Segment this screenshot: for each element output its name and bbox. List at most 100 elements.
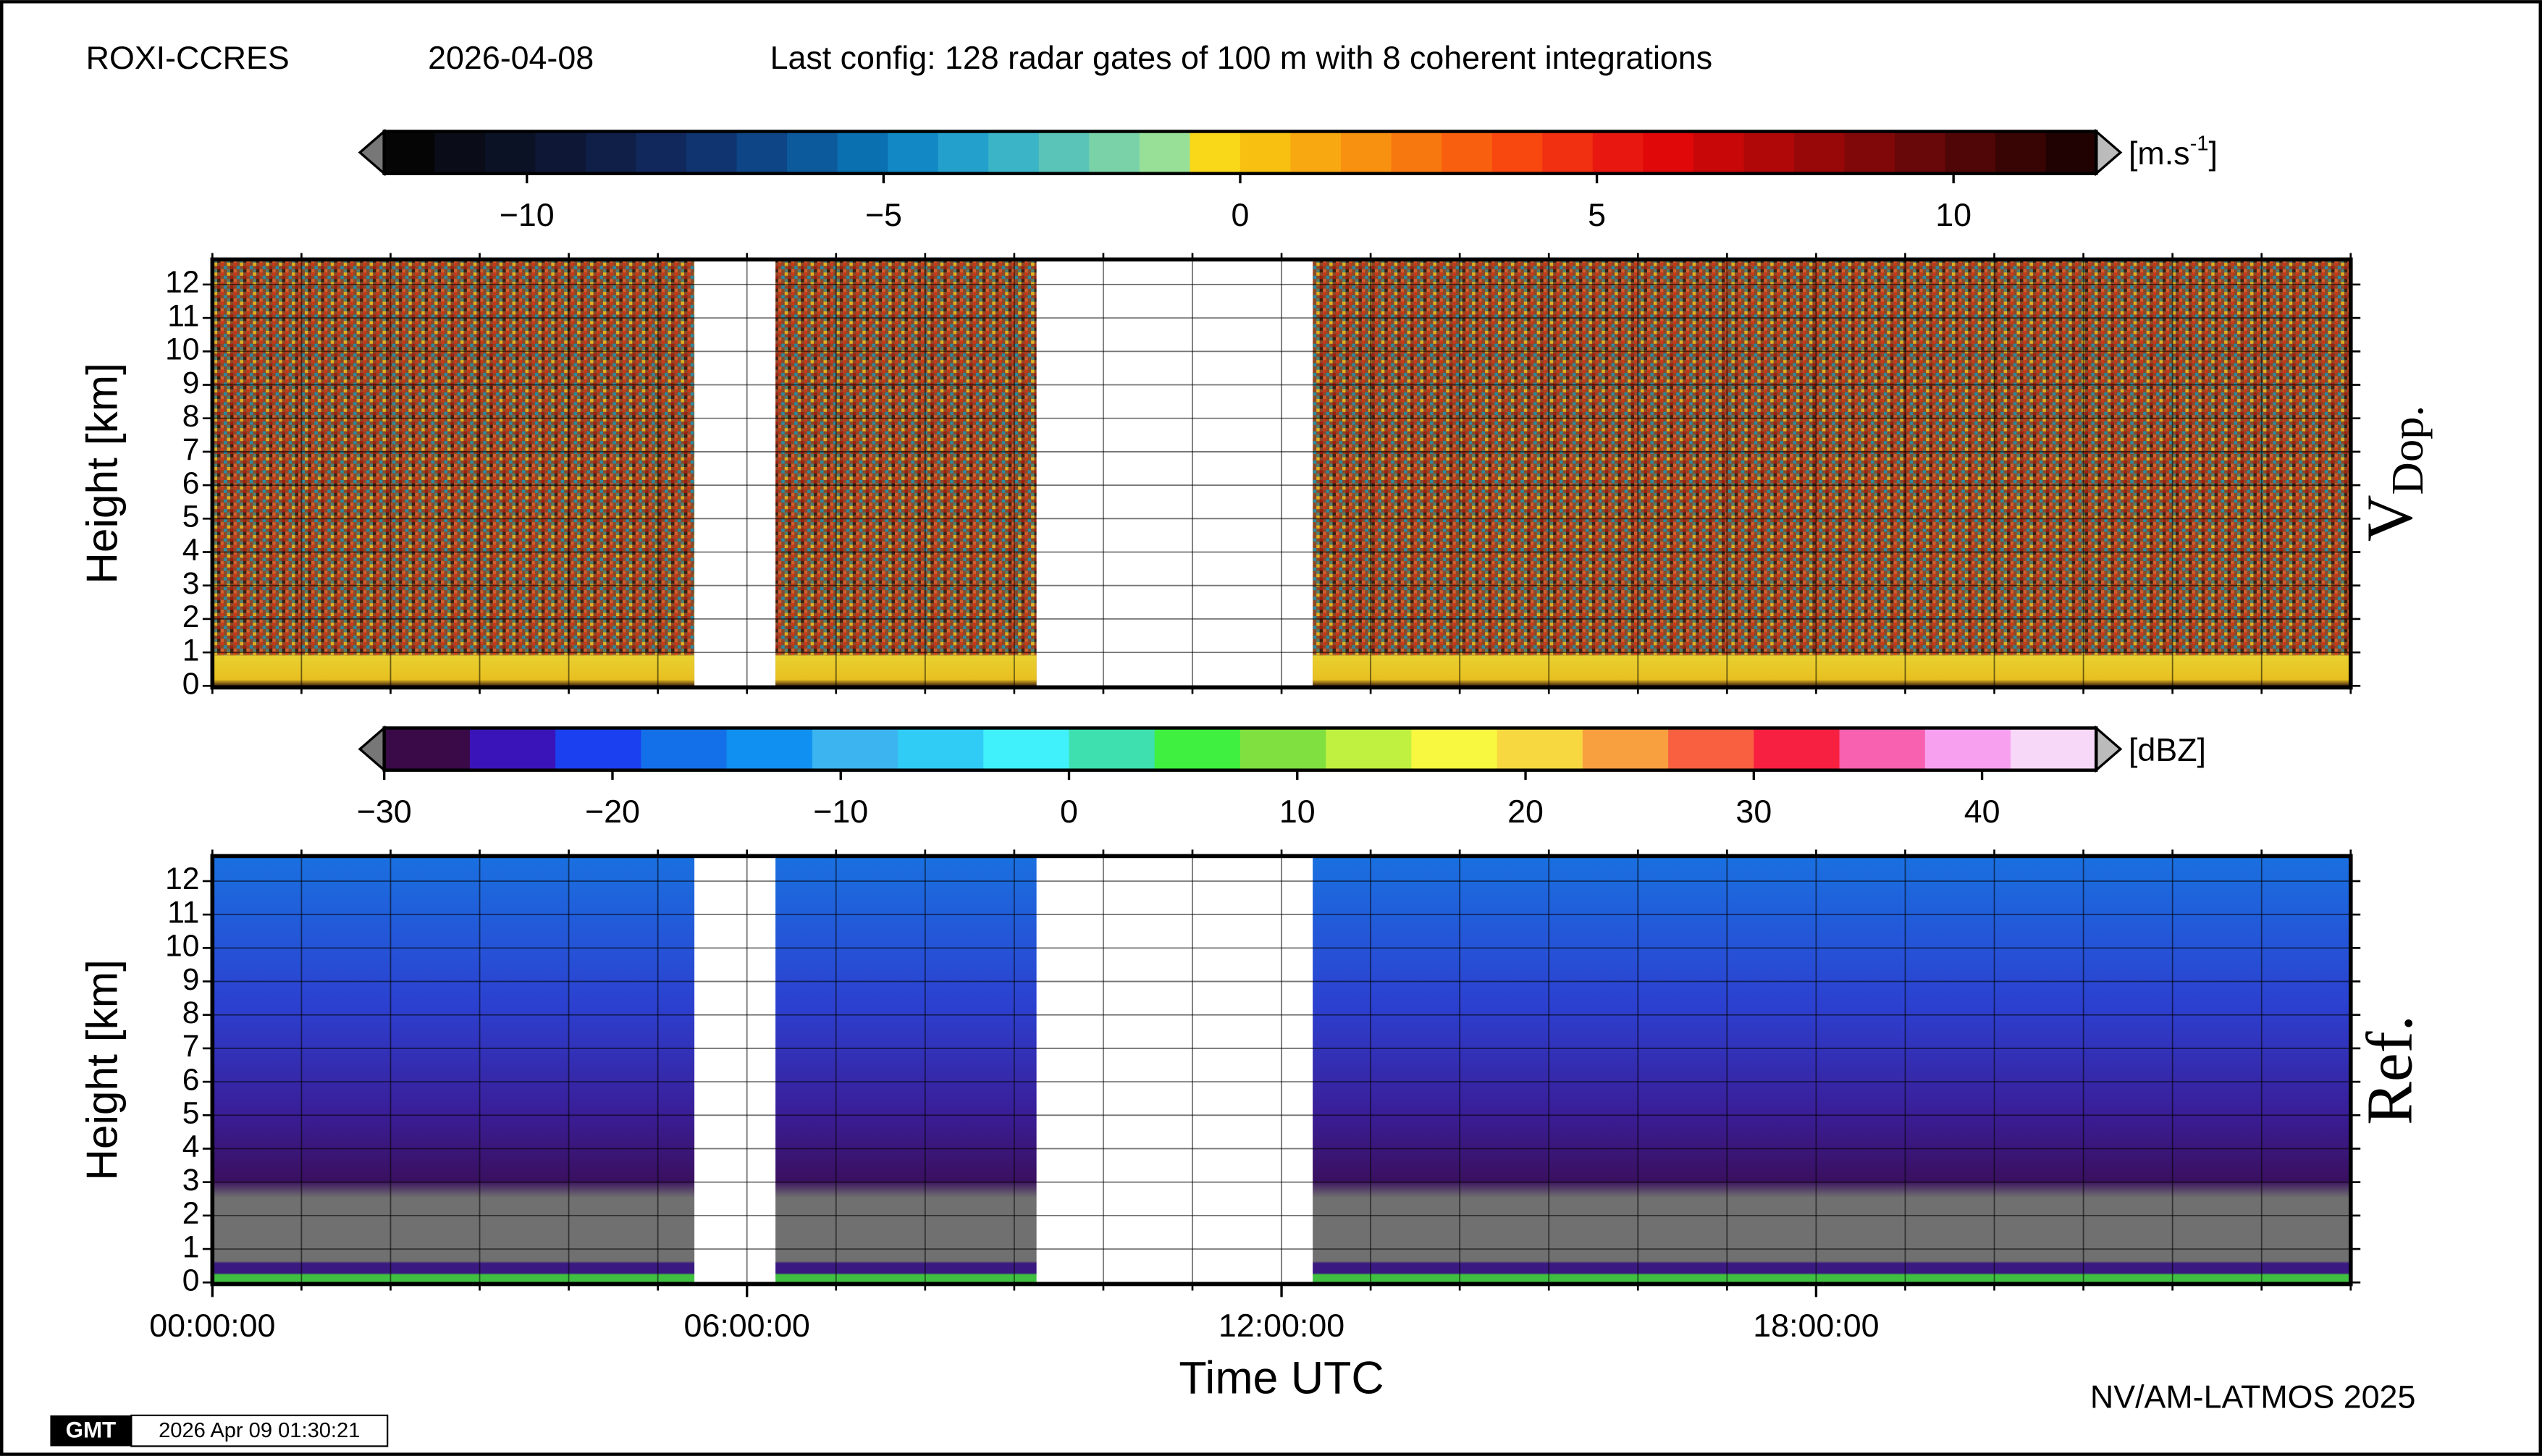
y-tick-label: 11 [167, 298, 199, 333]
colorbar-bin [1442, 131, 1493, 174]
colorbar-unit: [dBZ] [2129, 732, 2206, 768]
colorbar-bin [1844, 131, 1896, 174]
timestamp-box [130, 1414, 389, 1447]
y-tick-label: 7 [182, 1029, 200, 1064]
colorbar-bin [1089, 131, 1140, 174]
colorbar-bin [1341, 131, 1392, 174]
config: Last config: 128 radar gates of 100 m wi… [770, 40, 1712, 76]
data-period-low [212, 261, 695, 686]
colorbar-bin [1069, 728, 1156, 770]
unit-end: ] [2208, 135, 2217, 172]
colorbar-bin [1995, 131, 2047, 174]
y-tick-label: 1 [182, 1229, 200, 1264]
colorbar-bin [1924, 728, 2012, 770]
colorbar-bin [1582, 728, 1670, 770]
unit-sup: -1 [2190, 132, 2209, 155]
logo: GMT [66, 1418, 117, 1443]
credit: NV/AM-LATMOS 2025 [2090, 1379, 2415, 1415]
y-tick-label: 6 [182, 466, 200, 500]
y-tick-label: 2 [182, 599, 200, 634]
colorbar-bin [384, 131, 436, 174]
colorbar-bin [1290, 131, 1342, 174]
y-tick-label: 8 [182, 996, 200, 1030]
colorbar-tick-label: −10 [500, 197, 555, 233]
plot-frame [210, 854, 2353, 1287]
colorbar-tick-label: 0 [1232, 197, 1250, 233]
side-label-main: V [2354, 495, 2425, 542]
colorbar-bin [1693, 131, 1745, 174]
colorbar-bin [837, 131, 889, 174]
y-tick-label: 1 [182, 633, 200, 668]
date: 2026-04-08 [428, 40, 594, 76]
colorbar-tick-label: 10 [1935, 197, 1971, 233]
y-tick-label: 5 [182, 1096, 200, 1131]
y-tick-label: 9 [182, 366, 200, 400]
colorbar-bin [1643, 131, 1694, 174]
x-tick-label: 06:00:00 [684, 1308, 810, 1344]
colorbar-tick-label: 5 [1588, 197, 1606, 233]
station: ROXI-CCRES [86, 40, 290, 76]
colorbar-bin [1391, 131, 1443, 174]
y-tick-label: 12 [165, 862, 199, 896]
y-tick-label: 0 [182, 1263, 200, 1298]
colorbar-bin [726, 728, 813, 770]
timestamp: 2026 Apr 09 01:30:21 [159, 1419, 360, 1442]
colorbar-tick-label: 30 [1735, 794, 1772, 830]
data-period [1313, 857, 2351, 1283]
colorbar-tick-label: −5 [865, 197, 902, 233]
y-tick-label: 8 [182, 399, 200, 434]
colorbar-bin [1190, 131, 1242, 174]
colorbar-bin [1139, 131, 1191, 174]
colorbar-bin [1542, 131, 1594, 174]
y-tick-label: 0 [182, 667, 200, 702]
colorbar-bin [1839, 728, 1926, 770]
colorbar-bin [787, 131, 838, 174]
colorbar-bin [434, 131, 486, 174]
colorbar-bin [641, 728, 728, 770]
y-tick-label: 7 [182, 432, 200, 467]
side-label-main: Ref. [2354, 1015, 2425, 1125]
x-axis-label: Time UTC [1179, 1352, 1384, 1403]
colorbar-tick-label: 40 [1964, 794, 2000, 830]
y-axis-label: Height [km] [77, 959, 127, 1181]
logo-box [50, 1415, 132, 1447]
data-period-low [1313, 261, 2351, 686]
colorbar-bin [2045, 131, 2097, 174]
y-tick-label: 12 [165, 265, 199, 300]
data-period-low [775, 261, 1037, 686]
colorbar-bin [555, 728, 642, 770]
y-tick-label: 9 [182, 962, 200, 997]
colorbar-bin [1154, 728, 1242, 770]
colorbar-bin [585, 131, 637, 174]
colorbar-bin [535, 131, 586, 174]
y-axis-label: Height [km] [77, 363, 127, 584]
colorbar-bin [888, 131, 939, 174]
y-tick-label: 3 [182, 1163, 200, 1198]
data-period [212, 857, 695, 1283]
colorbar-bin [1497, 728, 1583, 770]
y-tick-label: 10 [165, 929, 199, 964]
side-label: VDop. [2354, 405, 2433, 542]
colorbar-tick-label: −10 [813, 794, 868, 830]
y-tick-label: 10 [165, 332, 199, 367]
colorbar-tick-label: 20 [1507, 794, 1544, 830]
colorbar-bin [2011, 728, 2097, 770]
y-tick-label: 5 [182, 500, 200, 534]
colorbar-bin [1895, 131, 1946, 174]
unit: [m.s [2129, 135, 2190, 172]
colorbar-bin [636, 131, 688, 174]
colorbar-bin [1411, 728, 1498, 770]
colorbar-bin [812, 728, 899, 770]
colorbar-bin [484, 131, 536, 174]
colorbar-bin [1668, 728, 1755, 770]
colorbar-bin [988, 131, 1040, 174]
colorbar-bin [1491, 131, 1544, 174]
data-period [775, 857, 1037, 1283]
y-tick-label: 11 [167, 895, 199, 930]
colorbar-tick-label: 10 [1279, 794, 1316, 830]
x-tick-label: 18:00:00 [1753, 1308, 1879, 1344]
colorbar-tick-label: −30 [357, 794, 412, 830]
colorbar-tick-label: −20 [585, 794, 640, 830]
side-label-sub: Dop. [2382, 405, 2433, 495]
colorbar-bin [1326, 728, 1413, 770]
